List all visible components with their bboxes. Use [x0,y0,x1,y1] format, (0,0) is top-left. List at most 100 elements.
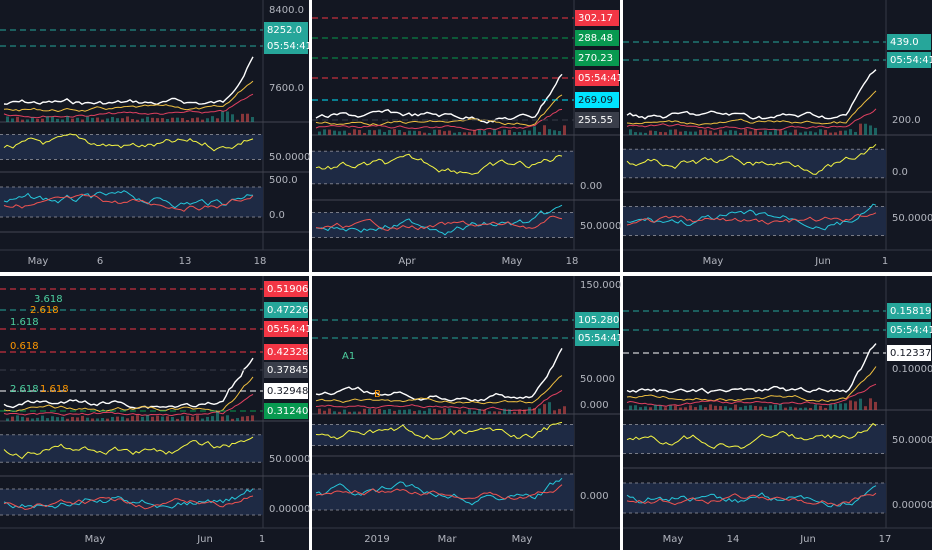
volume-bar [16,116,19,122]
volume-bar [353,129,356,135]
volume-bar [221,416,224,421]
price-axis-label: 150.000 [580,280,621,291]
volume-bar [493,411,496,414]
price-tag [575,112,619,128]
volume-bar [458,132,461,135]
drawing-label: 0.618 [10,341,39,352]
oscillator-line [626,422,877,449]
volume-bar [689,405,692,410]
volume-bar [156,118,159,122]
volume-bar [528,130,531,135]
volume-bar [333,411,336,414]
ma-line [3,80,254,113]
volume-bar [328,408,331,414]
volume-bar [553,130,556,135]
volume-bar [563,125,566,135]
price-tag-label: 05:54:41 [890,325,932,336]
time-axis-label: May [85,534,106,545]
volume-bar [96,418,99,421]
volume-bar [71,416,74,421]
volume-bar [86,116,89,122]
oscillator-line [3,190,253,209]
price-axis-label: 0.00 [580,181,602,192]
volume-bar [31,418,34,421]
volume-bar [66,116,69,122]
volume-bar [548,402,551,414]
volume-bar [393,410,396,414]
volume-bar [131,119,134,122]
volume-bar [869,125,872,135]
price-tag [264,281,308,297]
volume-bar [403,409,406,414]
price-axis-label: 500.0 [269,175,298,186]
volume-bar [241,113,244,122]
volume-bar [398,409,401,414]
time-axis-label: May [28,256,49,267]
oscillator-line [3,488,254,509]
time-axis-label: 13 [179,256,192,267]
volume-bar [679,131,682,135]
price-line [315,348,563,402]
price-axis-label: 50.0000 [580,221,621,232]
volume-bar [774,129,777,135]
volume-bar [161,416,164,421]
price-axis-label: 8400.0 [269,5,304,16]
drawing-label: A1 [342,351,355,362]
price-axis-label: 50.0000 [892,435,932,446]
price-tag-label: 8252.0 [267,25,302,36]
volume-bar [729,130,732,135]
volume-bar [443,408,446,414]
volume-bar [528,407,531,414]
price-tag [575,330,619,346]
ma-line [626,108,877,131]
volume-bar [388,409,391,414]
volume-bar [413,130,416,135]
volume-bar [839,403,842,410]
volume-bar [448,130,451,135]
volume-bar [714,405,717,410]
time-axis-label: Mar [438,534,458,545]
volume-bar [523,130,526,135]
volume-bar [498,411,501,414]
volume-bar [558,408,561,414]
oscillator-line [3,436,254,460]
price-line [626,69,877,120]
ma-line [3,376,254,413]
oscillator-line [315,153,563,175]
volume-bar [201,418,204,421]
volume-bar [639,407,642,410]
volume-bar [206,416,209,421]
volume-bar [719,129,722,135]
volume-bar [121,416,124,421]
volume-bar [759,131,762,135]
volume-bar [181,416,184,421]
price-axis-label: 200.0 [892,115,921,126]
volume-bar [859,123,862,135]
volume-bar [76,417,79,421]
price-axis-label: 50.000 [580,374,615,385]
volume-bar [694,407,697,410]
volume-bar [533,126,536,135]
volume-bar [161,118,164,122]
volume-bar [121,118,124,122]
volume-bar [508,129,511,135]
ma-line [3,393,254,417]
volume-bar [91,117,94,122]
volume-bar [508,409,511,414]
volume-bar [634,405,637,410]
volume-bar [363,132,366,135]
price-tag [264,302,308,318]
price-tag [264,38,308,54]
volume-bar [226,111,229,122]
volume-bar [171,417,174,421]
volume-bar [719,406,722,410]
volume-bar [11,416,14,421]
signal-line [315,215,563,232]
volume-bar [488,132,491,135]
volume-bar [533,408,536,414]
volume-bar [216,411,219,421]
volume-bar [318,408,321,414]
time-axis-label: 1 [882,256,888,267]
volume-bar [669,405,672,410]
ma-line [3,93,254,119]
